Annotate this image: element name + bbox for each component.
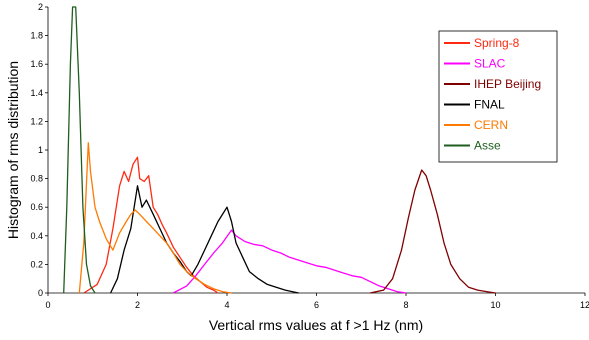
y-tick-label: 2 [38, 2, 43, 12]
x-tick-label: 0 [45, 300, 50, 310]
y-tick-label: 1.4 [30, 88, 43, 98]
y-axis-ticks: 0 0.2 0.4 0.6 0.8 1 1.2 1.4 1.6 1.8 2 [30, 2, 48, 298]
y-axis-title: Histogram of rms distribution [5, 61, 21, 239]
y-tick-label: 0.4 [30, 231, 43, 241]
x-tick-label: 10 [490, 300, 500, 310]
legend-label-slac: SLAC [474, 57, 506, 71]
legend-label-cern: CERN [474, 118, 508, 132]
legend-label-fnal: FNAL [474, 98, 505, 112]
x-tick-label: 2 [135, 300, 140, 310]
x-axis-ticks: 0 2 4 6 8 10 12 [45, 293, 589, 310]
x-tick-label: 8 [403, 300, 408, 310]
y-tick-label: 1.6 [30, 59, 43, 69]
legend-box [438, 30, 558, 163]
legend-items: Spring-8 SLAC IHEP Beijing FNAL CERN Asse [444, 36, 541, 153]
series-line-slac [172, 229, 407, 294]
y-tick-label: 0.2 [30, 259, 43, 269]
legend-label-spring-8: Spring-8 [474, 36, 520, 50]
legend: Spring-8 SLAC IHEP Beijing FNAL CERN Asse [438, 30, 558, 163]
y-tick-label: 1 [38, 145, 43, 155]
x-axis-title: Vertical rms values at f >1 Hz (nm) [209, 317, 423, 333]
series-line-cern [78, 142, 232, 294]
x-tick-label: 6 [314, 300, 319, 310]
y-tick-label: 1.8 [30, 31, 43, 41]
series-line-fnal [110, 185, 299, 294]
y-tick-label: 0.8 [30, 174, 43, 184]
y-tick-label: 1.2 [30, 116, 43, 126]
y-tick-label: 0 [38, 288, 43, 298]
series-line-ihep-beijing [370, 169, 496, 294]
x-tick-label: 4 [224, 300, 229, 310]
y-tick-label: 0.6 [30, 202, 43, 212]
x-tick-label: 12 [580, 300, 589, 310]
legend-label-ihep-beijing: IHEP Beijing [474, 77, 541, 91]
legend-label-asse: Asse [474, 139, 501, 153]
series-layer [63, 6, 496, 294]
series-line-asse [63, 6, 96, 294]
